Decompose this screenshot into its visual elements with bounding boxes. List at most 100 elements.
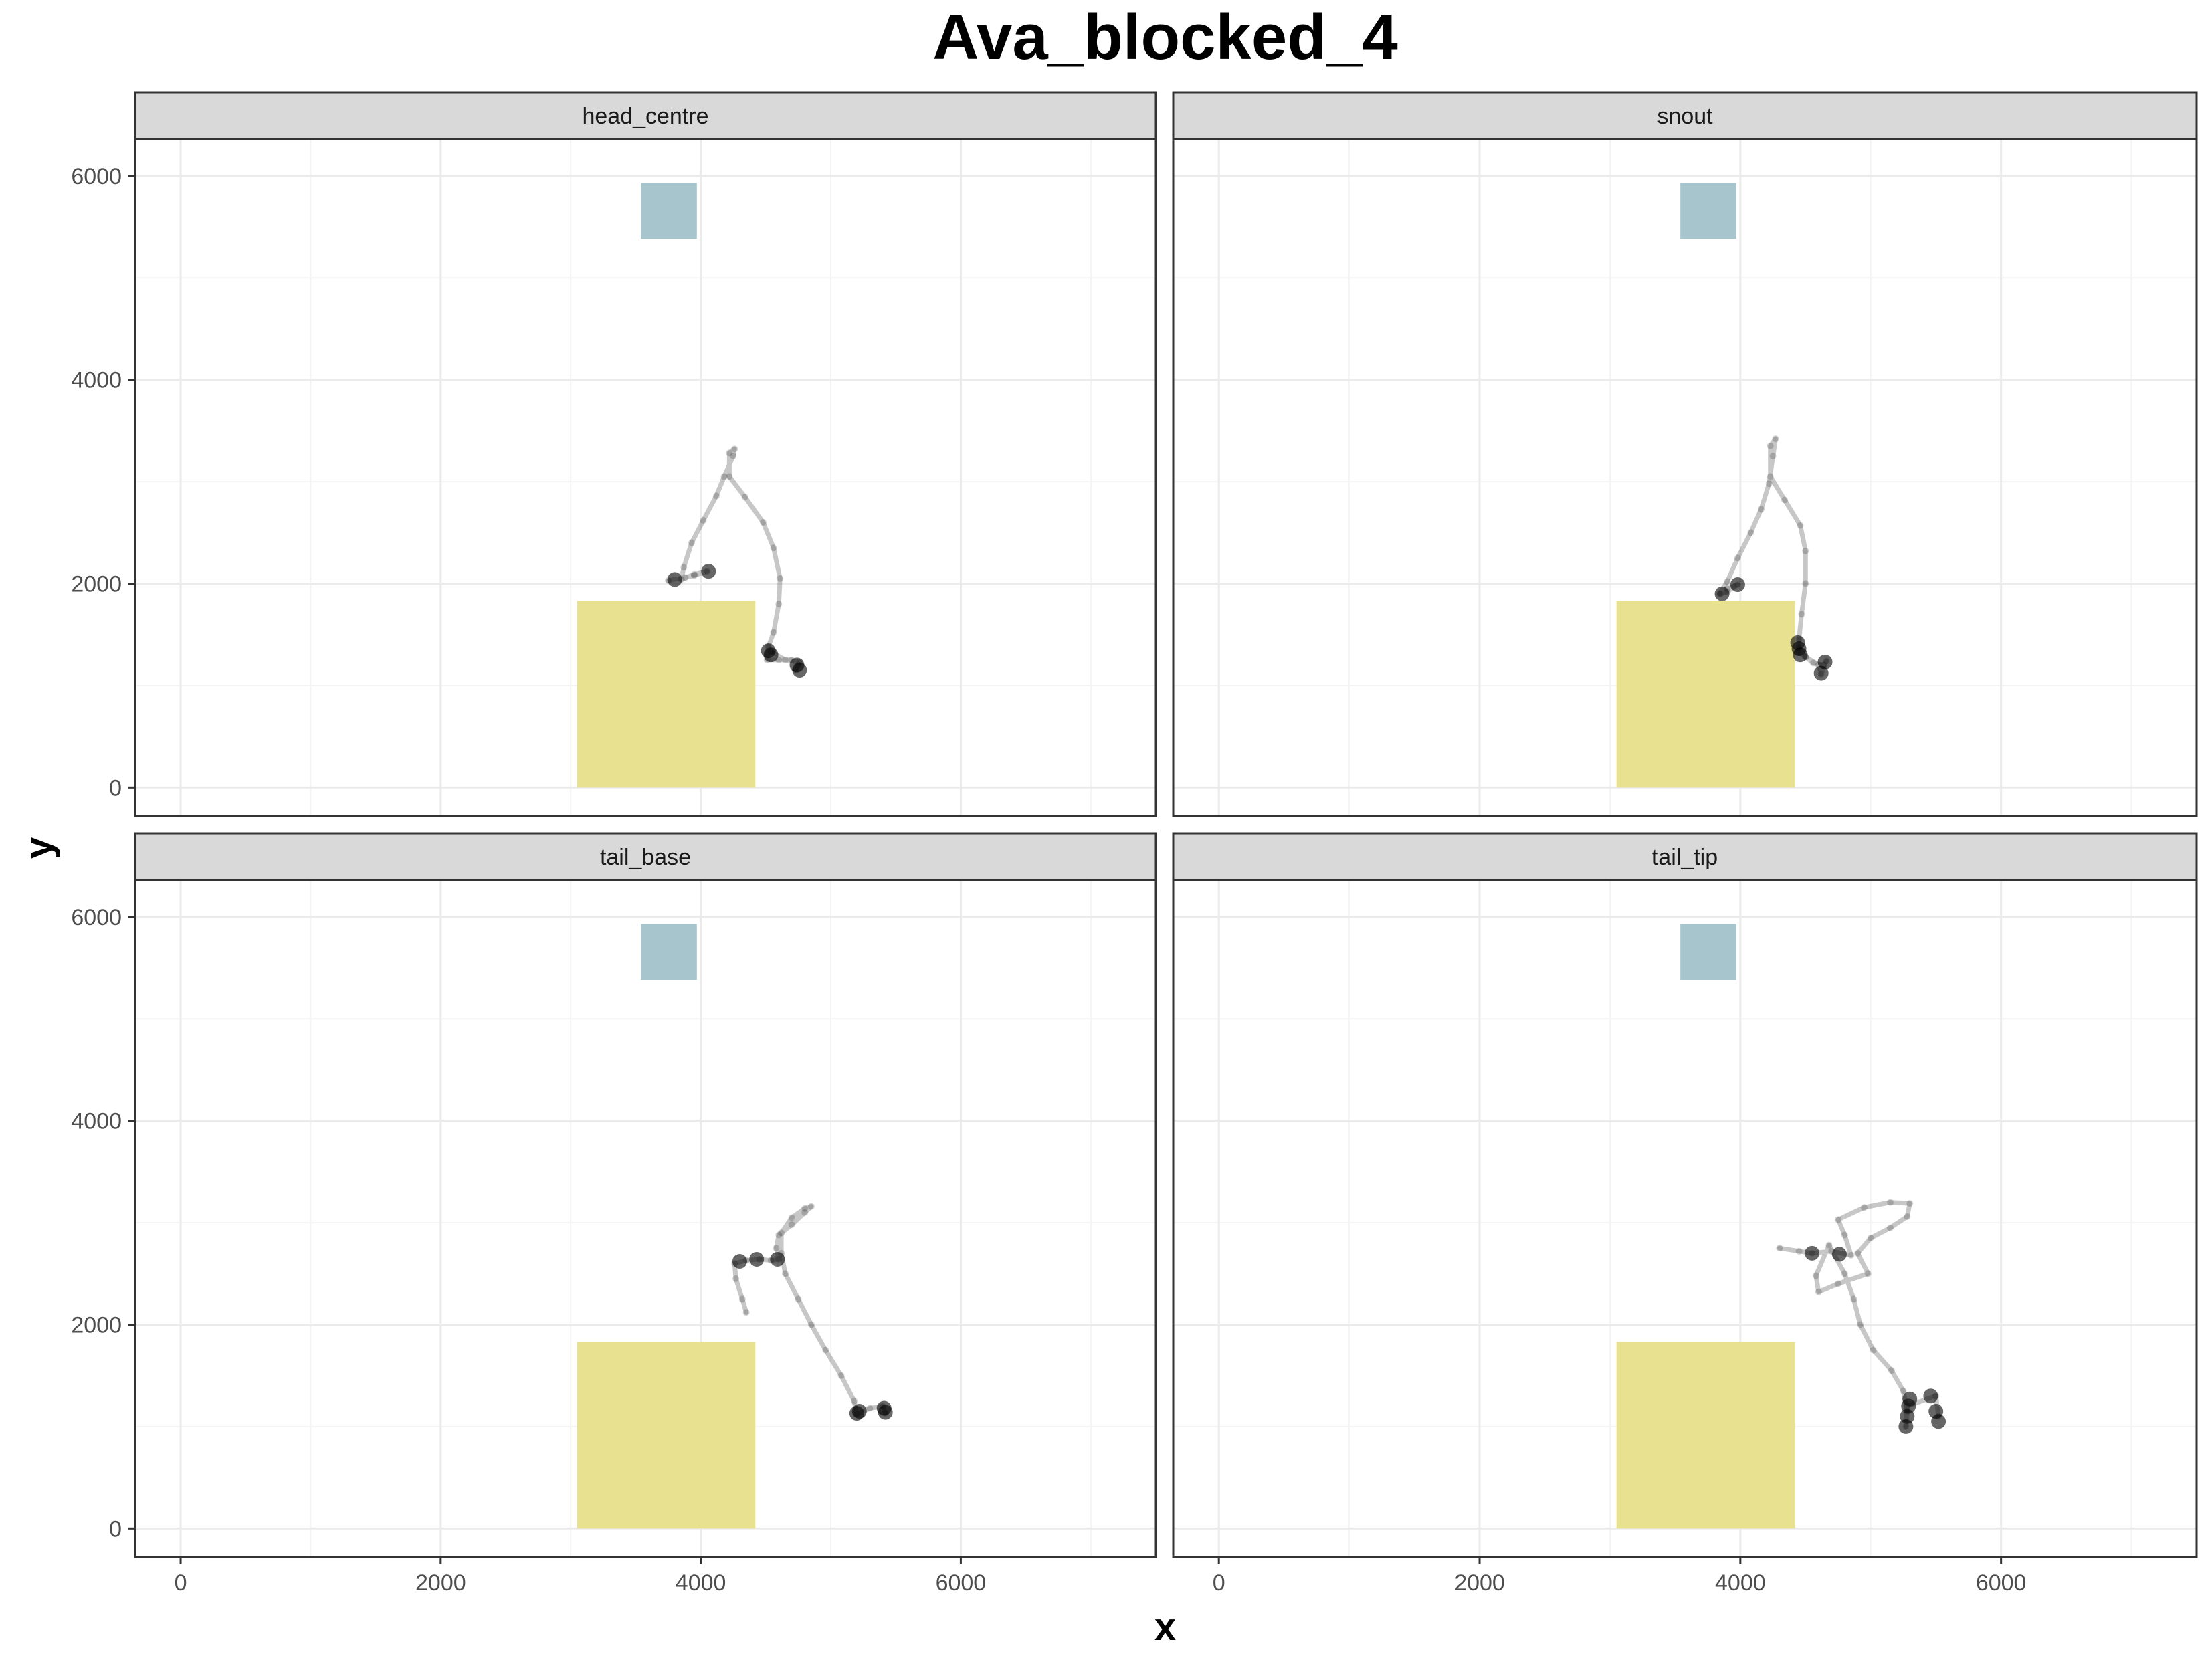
- y-tick-label: 6000: [71, 164, 122, 189]
- track-cluster-point: [1813, 665, 1829, 681]
- track-point: [807, 1321, 815, 1328]
- track-cluster-point: [1730, 577, 1745, 593]
- platform-region: [577, 1342, 756, 1529]
- track-cluster-point: [851, 1404, 867, 1419]
- y-axis-label: y: [17, 837, 61, 859]
- track-cluster-point: [1793, 647, 1808, 663]
- platform-region: [577, 601, 756, 788]
- track-cluster-point: [1817, 654, 1833, 669]
- track-point: [688, 539, 696, 546]
- facet-label: tail_tip: [1652, 845, 1718, 870]
- track-cluster-point: [749, 1251, 765, 1267]
- track-point: [866, 1405, 874, 1412]
- track-point: [726, 449, 733, 457]
- track-point: [788, 1214, 795, 1221]
- track-point: [1870, 1346, 1877, 1354]
- track-point: [1812, 1272, 1819, 1279]
- target-region: [641, 183, 697, 239]
- track-point: [1767, 442, 1774, 449]
- track-point: [1769, 452, 1777, 459]
- track-point: [795, 1295, 802, 1303]
- target-region: [1680, 924, 1736, 980]
- track-point: [1857, 1321, 1864, 1328]
- track-point: [822, 1346, 829, 1354]
- track-cluster-point: [1923, 1388, 1938, 1404]
- x-tick-label: 0: [175, 1570, 187, 1596]
- track-point: [1825, 1241, 1833, 1249]
- y-tick-label: 2000: [71, 572, 122, 597]
- track-cluster-point: [878, 1405, 893, 1420]
- track-point: [1841, 1231, 1848, 1239]
- track-point: [1767, 473, 1774, 480]
- track-point: [1802, 547, 1809, 554]
- target-region: [641, 924, 697, 980]
- track-point: [1906, 1200, 1914, 1207]
- y-tick-label: 2000: [71, 1313, 122, 1338]
- track-point: [1802, 580, 1809, 587]
- track-point: [726, 473, 733, 480]
- track-cluster-point: [667, 572, 682, 587]
- track-cluster-point: [701, 564, 716, 579]
- x-axis-label: x: [1154, 1605, 1176, 1649]
- track-cluster-point: [1931, 1414, 1946, 1429]
- track-point: [759, 519, 767, 526]
- track-point: [770, 629, 777, 636]
- x-tick-label: 2000: [415, 1570, 466, 1596]
- x-tick-label: 6000: [936, 1570, 987, 1596]
- track-point: [1888, 1367, 1895, 1374]
- facet-panels: head_centre 0 2000 4000 6000 snout tail_base 0 2…: [71, 91, 2198, 1596]
- track-point: [1781, 496, 1789, 504]
- track-point: [801, 1209, 809, 1216]
- x-tick-label: 0: [1213, 1570, 1225, 1596]
- track-point: [1900, 1387, 1907, 1394]
- track-point: [1835, 1280, 1842, 1287]
- track-point: [1747, 529, 1754, 536]
- track-cluster-point: [1714, 586, 1730, 601]
- panel-border: [1172, 879, 2198, 1558]
- track-point: [1867, 1234, 1874, 1241]
- track-point: [690, 572, 698, 579]
- track-point: [801, 1205, 809, 1212]
- track-point: [1815, 1288, 1822, 1295]
- track-point: [1734, 554, 1741, 562]
- track-point: [837, 1372, 845, 1379]
- platform-region: [1616, 1342, 1795, 1529]
- facet-panel: snout: [1172, 91, 2198, 817]
- panel-border: [134, 138, 1157, 817]
- track-point: [775, 600, 783, 607]
- facet-panel: tail_tip 0 2000 4000 6000: [1172, 832, 2198, 1596]
- track-cluster-point: [1805, 1245, 1820, 1261]
- track-point: [720, 473, 728, 480]
- track-point: [1886, 1224, 1894, 1231]
- facet-label: head_centre: [582, 104, 708, 129]
- track-point: [1860, 1204, 1868, 1211]
- track-point: [770, 544, 777, 552]
- track-cluster-point: [1831, 1247, 1847, 1262]
- track-cluster-point: [770, 1251, 785, 1267]
- track-point: [773, 1245, 780, 1252]
- facet-label: tail_base: [600, 845, 691, 870]
- track-point: [1765, 480, 1773, 488]
- track-point: [1864, 1270, 1872, 1277]
- x-tick-label: 4000: [676, 1570, 726, 1596]
- track-cluster-point: [763, 647, 779, 663]
- track-point: [700, 517, 707, 524]
- track-point: [1835, 1216, 1842, 1223]
- panel-border: [134, 879, 1157, 1558]
- x-tick-label: 2000: [1454, 1570, 1505, 1596]
- facet-panel: head_centre 0 2000 4000 6000: [71, 91, 1157, 817]
- track-point: [731, 445, 738, 453]
- track-point: [690, 570, 698, 578]
- track-point: [712, 492, 720, 500]
- y-tick-label: 0: [109, 775, 122, 801]
- track-point: [1809, 659, 1817, 667]
- track-point: [741, 493, 748, 500]
- track-point: [851, 1397, 858, 1405]
- track-point: [742, 1309, 750, 1316]
- track-point: [778, 1229, 785, 1237]
- facet-strip: [1172, 832, 2198, 881]
- platform-region: [1616, 601, 1795, 788]
- track-point: [781, 656, 789, 663]
